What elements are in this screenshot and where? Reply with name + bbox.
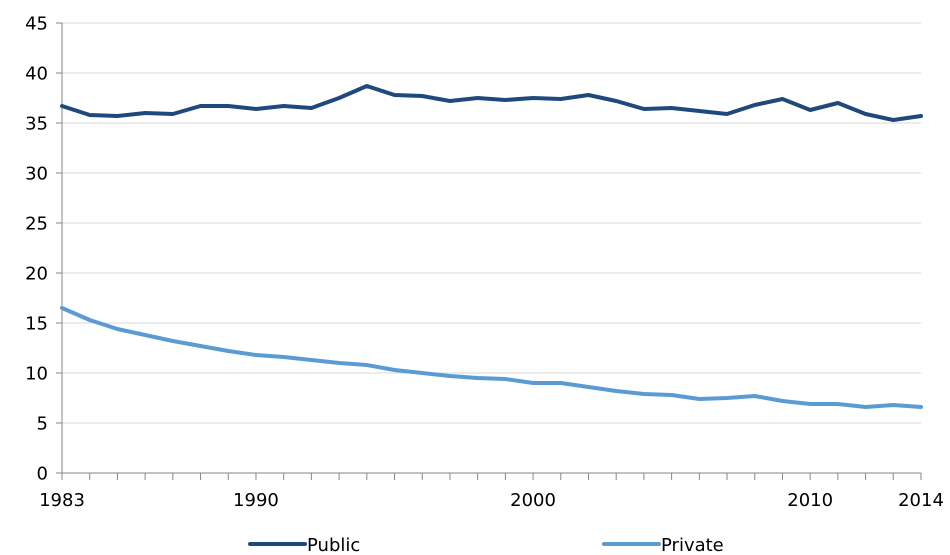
- legend-label-private: Private: [661, 535, 724, 555]
- series-line-private: [60, 306, 923, 409]
- series-line-public: [60, 84, 923, 122]
- legend: Public Private: [248, 535, 724, 555]
- y-tick-label: 10: [25, 364, 48, 385]
- x-tick-label: 1983: [39, 490, 85, 511]
- x-tick-label: 2010: [787, 490, 833, 511]
- y-tick-label: 35: [25, 114, 48, 135]
- legend-label-public: Public: [307, 535, 360, 555]
- y-tick-label: 30: [25, 164, 48, 185]
- y-tick-label: 20: [25, 264, 48, 285]
- y-tick-label: 25: [25, 214, 48, 235]
- y-tick-label: 5: [37, 414, 48, 435]
- x-tick-label: 2014: [898, 490, 944, 511]
- y-tick-label: 15: [25, 314, 48, 335]
- x-tick-label: 2000: [510, 490, 556, 511]
- axes: [56, 22, 922, 480]
- y-tick-labels: 0 5 10 15 20 25 30 35 40 45: [25, 14, 48, 485]
- y-tick-label: 0: [37, 464, 48, 485]
- x-tick-label: 1990: [233, 490, 279, 511]
- gridlines: [62, 22, 921, 424]
- y-tick-label: 45: [25, 14, 48, 35]
- x-tick-labels: 1983 1990 2000 2010 2014: [39, 490, 944, 511]
- y-tick-label: 40: [25, 64, 48, 85]
- series-lines: [60, 84, 923, 409]
